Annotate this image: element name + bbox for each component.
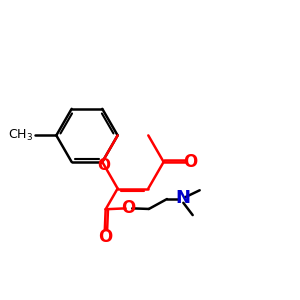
Text: CH$_3$: CH$_3$ (8, 128, 33, 143)
Text: N: N (175, 189, 190, 207)
Text: O: O (97, 158, 110, 173)
Text: O: O (183, 153, 198, 171)
Text: O: O (98, 228, 112, 246)
Text: O: O (121, 200, 136, 217)
